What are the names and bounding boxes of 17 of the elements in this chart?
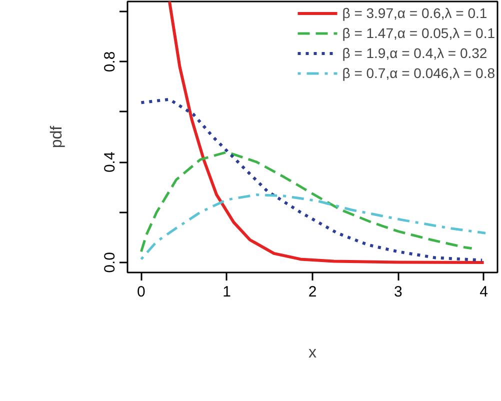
- legend-label: β = 3.97,α = 0.6,λ = 0.1: [342, 5, 488, 21]
- x-tick-label: 1: [222, 284, 232, 300]
- y-tick-label: 0.4: [102, 152, 118, 173]
- x-axis-title: x: [308, 344, 316, 362]
- line-series: [140, 98, 484, 262]
- y-tick-label: 0.8: [102, 51, 118, 72]
- y-axis-title: pdf: [48, 125, 66, 148]
- x-tick-label: 3: [394, 284, 402, 300]
- line-series: [140, 150, 474, 253]
- legend-label: β = 0.7,α = 0.046,λ = 0.8: [342, 65, 495, 81]
- legend-label: β = 1.47,α = 0.05,λ = 0.1: [342, 25, 495, 41]
- x-tick-label: 2: [308, 284, 317, 300]
- x-tick-label: 0: [137, 284, 146, 300]
- y-tick-label: 0.0: [102, 252, 118, 273]
- line-series: [140, 193, 487, 260]
- x-tick-label: 4: [480, 284, 488, 300]
- legend-label: β = 1.9,α = 0.4,λ = 0.32: [342, 45, 488, 61]
